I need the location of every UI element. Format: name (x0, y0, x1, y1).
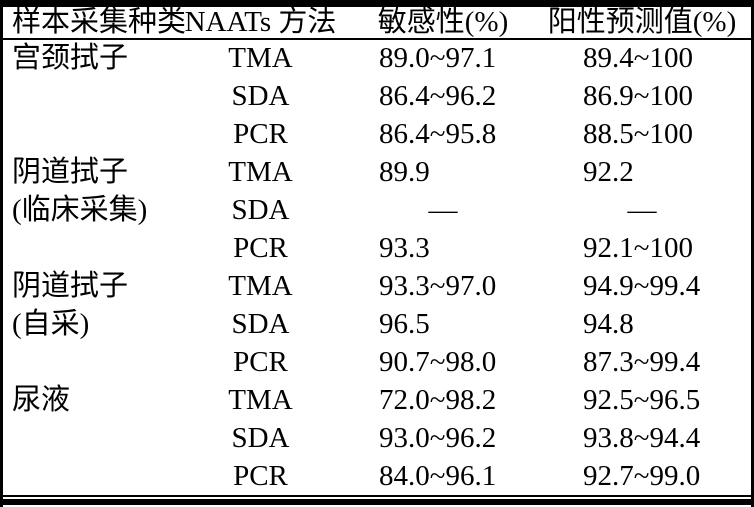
cell-ppv: 94.8 (583, 307, 634, 340)
cell-ppv: 89.4~100 (583, 42, 693, 75)
cell-sensitivity: 89.0~97.1 (379, 42, 497, 75)
cell-sample-type: 阴道拭子 (12, 156, 129, 189)
cell-ppv: — (627, 194, 657, 227)
cell-sensitivity: 72.0~98.2 (379, 383, 497, 416)
cell-sensitivity: — (428, 194, 458, 227)
cell-naats-method: PCR (233, 345, 288, 378)
cell-sensitivity: 93.3 (379, 232, 430, 265)
table-row: PCR 84.0~96.1 92.7~99.0 (3, 457, 751, 495)
cell-ppv: 86.9~100 (583, 80, 693, 113)
cell-sensitivity: 90.7~98.0 (379, 345, 497, 378)
cell-naats-method: TMA (228, 156, 293, 189)
cell-sensitivity: 93.3~97.0 (379, 269, 497, 302)
cell-naats-method: PCR (233, 459, 288, 492)
cell-naats-method: TMA (228, 42, 293, 75)
table-top-rule (3, 0, 751, 7)
cell-ppv: 88.5~100 (583, 118, 693, 151)
table-row: PCR 90.7~98.0 87.3~99.4 (3, 343, 751, 381)
table-row: 阴道拭子 TMA 93.3~97.0 94.9~99.4 (3, 268, 751, 306)
table-row: 宫颈拭子 TMA 89.0~97.1 89.4~100 (3, 40, 751, 78)
bottom-rule-thick-line (3, 499, 751, 505)
cell-ppv: 92.7~99.0 (583, 459, 701, 492)
cell-sensitivity: 84.0~96.1 (379, 459, 497, 492)
cell-ppv: 87.3~99.4 (583, 345, 701, 378)
cell-sample-type: (临床采集) (12, 194, 148, 227)
table-row: 阴道拭子 TMA 89.9 92.2 (3, 154, 751, 192)
cell-sensitivity: 93.0~96.2 (379, 421, 497, 454)
cell-sample-type: 尿液 (12, 383, 71, 416)
cell-naats-method: PCR (233, 232, 288, 265)
cell-ppv: 92.5~96.5 (583, 383, 701, 416)
table-header-row: 样本采集种类 NAATs 方法 敏感性(%) 阳性预测值(%) (3, 7, 751, 40)
column-header-ppv: 阳性预测值(%) (547, 6, 737, 38)
cell-naats-method: SDA (231, 307, 290, 340)
cell-sensitivity: 86.4~95.8 (379, 118, 497, 151)
bottom-rule-gap (3, 497, 751, 499)
cell-ppv: 94.9~99.4 (583, 269, 701, 302)
table-row: SDA 93.0~96.2 93.8~94.4 (3, 419, 751, 457)
cell-ppv: 92.2 (583, 156, 634, 189)
table-row: PCR 93.3 92.1~100 (3, 230, 751, 268)
cell-ppv: 93.8~94.4 (583, 421, 701, 454)
table-bottom-rule (3, 495, 751, 505)
cell-sample-type: 宫颈拭子 (12, 42, 129, 75)
cell-naats-method: TMA (228, 269, 293, 302)
cell-naats-method: SDA (231, 421, 290, 454)
cell-sample-type: 阴道拭子 (12, 269, 129, 302)
table-row: (临床采集) SDA — — (3, 192, 751, 230)
cell-ppv: 92.1~100 (583, 232, 693, 265)
cell-sensitivity: 96.5 (379, 307, 430, 340)
column-header-naats-method: NAATs 方法 (184, 6, 337, 38)
cell-naats-method: SDA (231, 80, 290, 113)
cell-sample-type: (自采) (12, 307, 90, 340)
cell-naats-method: SDA (231, 194, 290, 227)
cell-naats-method: TMA (228, 383, 293, 416)
table-row: PCR 86.4~95.8 88.5~100 (3, 116, 751, 154)
cell-sensitivity: 86.4~96.2 (379, 80, 497, 113)
bottom-rule-thin-line (3, 495, 751, 497)
table-body: 宫颈拭子 TMA 89.0~97.1 89.4~100 SDA 86.4~96.… (3, 40, 751, 495)
table-row: SDA 86.4~96.2 86.9~100 (3, 78, 751, 116)
table-row: (自采) SDA 96.5 94.8 (3, 305, 751, 343)
column-header-sample-type: 样本采集种类 (12, 6, 187, 38)
cell-sensitivity: 89.9 (379, 156, 430, 189)
cell-naats-method: PCR (233, 118, 288, 151)
column-header-sensitivity: 敏感性(%) (377, 6, 509, 38)
table-row: 尿液 TMA 72.0~98.2 92.5~96.5 (3, 381, 751, 419)
